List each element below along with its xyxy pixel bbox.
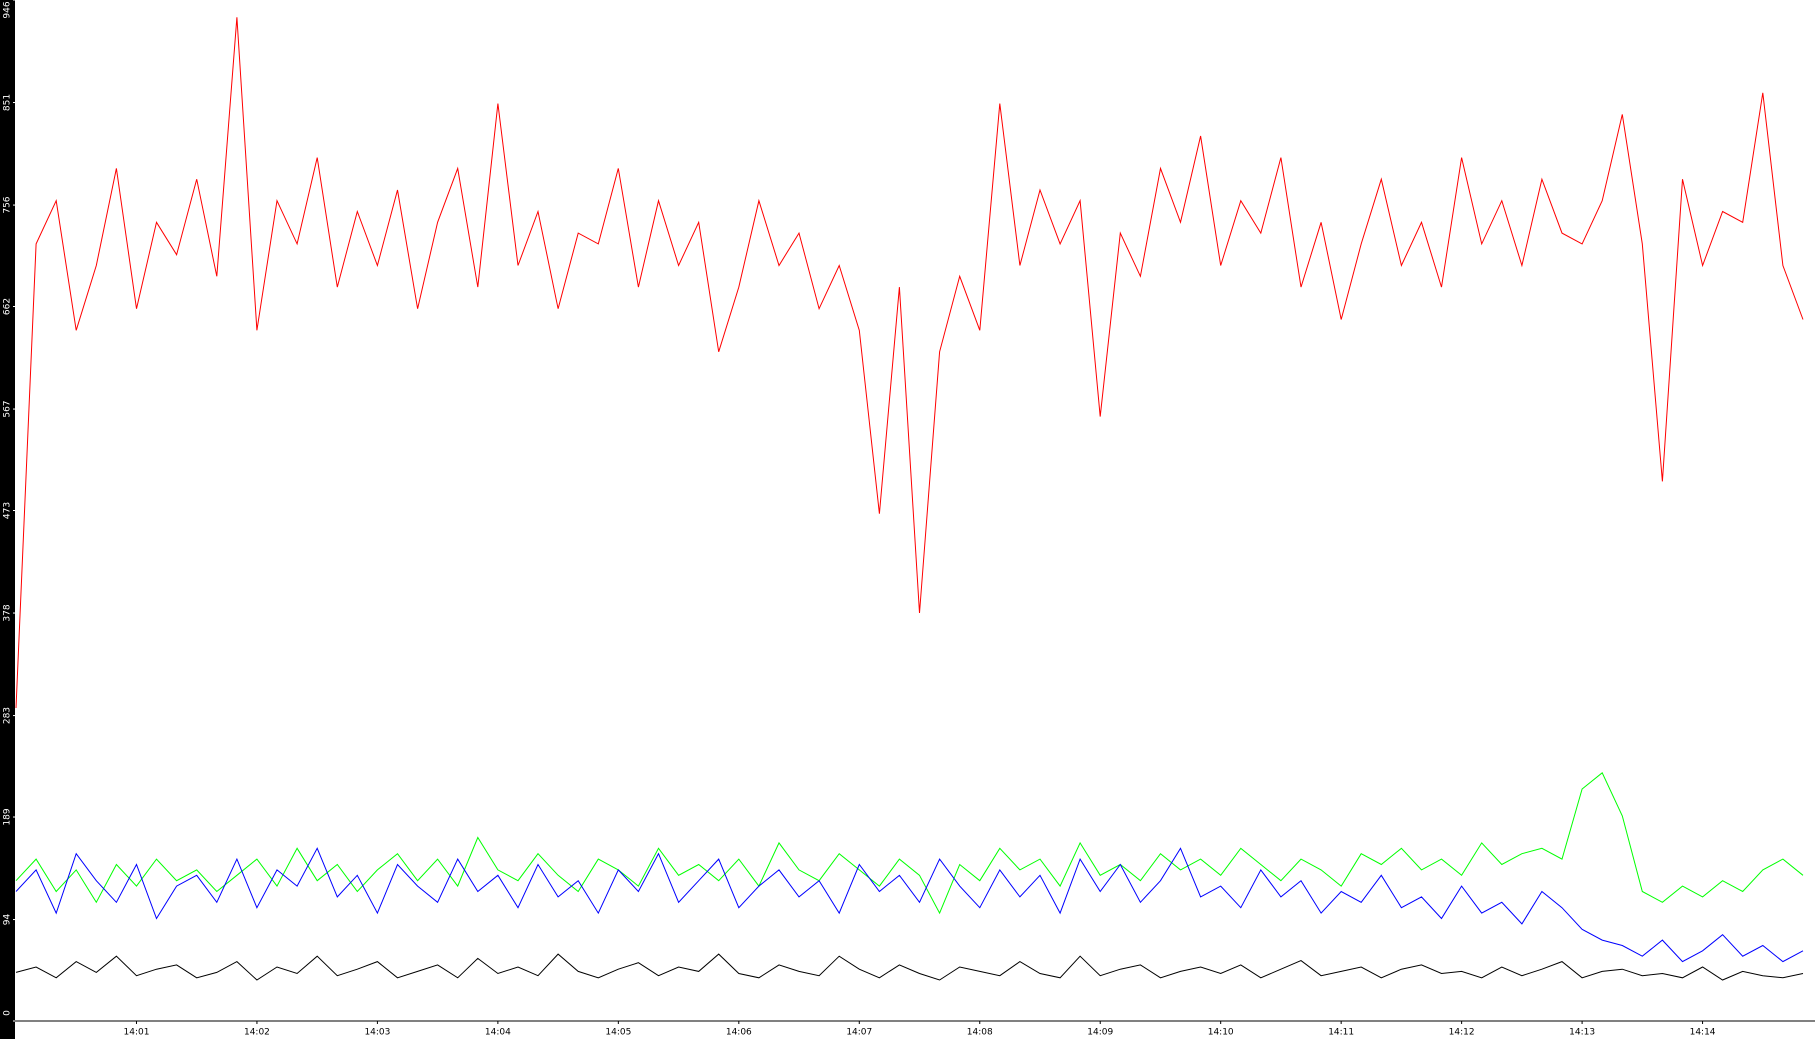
x-tick-label: 14:04: [485, 1028, 511, 1038]
y-tick-label: 189: [3, 808, 13, 825]
y-tick-label: 756: [3, 196, 13, 213]
y-axis-strip: [0, 0, 15, 1039]
y-tick-label: 567: [3, 400, 13, 417]
series-line: [15, 17, 1804, 709]
x-tick-label: 14:11: [1328, 1028, 1354, 1038]
x-tick-label: 14:08: [967, 1028, 993, 1038]
series-line: [15, 847, 1804, 963]
y-tick-label: 851: [3, 94, 13, 111]
x-tick-label: 14:05: [605, 1028, 631, 1038]
x-tick-label: 14:01: [124, 1028, 150, 1038]
x-tick-label: 14:10: [1208, 1028, 1234, 1038]
x-tick-label: 14:02: [244, 1028, 270, 1038]
y-tick-label: 662: [3, 298, 13, 315]
y-tick-label: 0: [3, 1010, 13, 1016]
series-line: [15, 953, 1804, 981]
y-tick-label: 946: [3, 1, 13, 18]
x-tick-label: 14:09: [1087, 1028, 1113, 1038]
y-tick-label: 94: [3, 914, 13, 926]
series-line: [15, 772, 1804, 915]
y-tick-label: 378: [3, 604, 13, 621]
y-tick-label: 473: [3, 502, 13, 519]
x-tick-label: 14:07: [846, 1028, 872, 1038]
x-tick-label: 14:14: [1690, 1028, 1716, 1038]
x-tick-label: 14:06: [726, 1028, 752, 1038]
y-tick-label: 283: [3, 707, 13, 724]
x-tick-label: 14:03: [364, 1028, 390, 1038]
x-tick-label: 14:13: [1569, 1028, 1595, 1038]
x-tick-label: 14:12: [1449, 1028, 1475, 1038]
